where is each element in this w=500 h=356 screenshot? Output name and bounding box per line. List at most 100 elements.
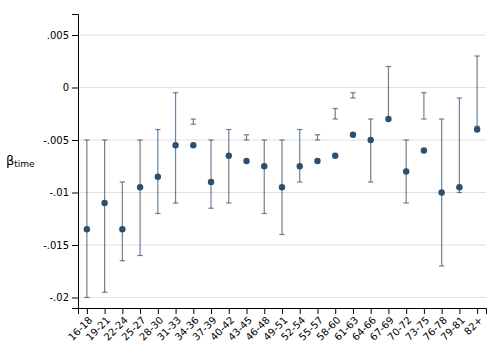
dot [367,137,373,143]
dot [403,168,409,174]
y-tick-label: -.015 [43,240,69,251]
dot [155,174,161,180]
dot [350,132,356,138]
x-tick-mark [229,308,230,314]
ci-cap-upper [350,92,355,93]
x-tick-mark [317,308,318,314]
ci-cap-upper [262,139,267,140]
dot [84,226,90,232]
dot [385,116,391,122]
ci-cap-lower [315,134,320,135]
ci-line [122,182,123,261]
ci-line [459,98,460,193]
dot [243,158,249,164]
ci-cap-lower [155,213,160,214]
ci-line [335,109,336,120]
ci-line [370,119,371,182]
ci-cap-lower [404,202,409,203]
ci-cap-lower [173,202,178,203]
dot [261,163,267,169]
x-tick-mark [459,308,460,314]
ci-cap-upper [155,129,160,130]
x-tick-mark [264,308,265,314]
dot [297,163,303,169]
dot [438,189,444,195]
y-axis-title-main: β [6,153,14,168]
y-tick: 0 [63,82,78,93]
ci-cap-lower [208,208,213,209]
y-tick-mark [72,35,78,36]
grid [78,35,486,298]
ci-cap-lower [439,265,444,266]
ci-cap-upper [191,118,196,119]
ci-line [264,140,265,214]
x-tick-mark [300,308,301,314]
chart-svg: .005 0 -.005 -.01 -.015 -.02 16-1819-2122-2425… [0,0,500,356]
y-axis-title: βtime [6,153,35,169]
ci-line [423,93,424,119]
y-tick-mark [72,298,78,299]
x-tick-mark [158,308,159,314]
x-tick-mark [335,308,336,314]
ci-cap-lower [279,234,284,235]
ci-cap-upper [297,129,302,130]
dot [208,179,214,185]
ci-cap-upper [244,139,249,140]
x-tick-mark [282,308,283,314]
x-tick-mark [211,308,212,314]
ci-cap-upper [333,108,338,109]
x-tick-mark [105,308,106,314]
y-tick-label: -.02 [49,292,69,303]
ci-cap-upper [208,139,213,140]
ci-cap-upper [102,139,107,140]
dot [314,158,320,164]
ci-line [388,67,389,120]
ci-line [477,56,478,126]
y-tick-label: -.005 [43,135,69,146]
ci-line [139,140,140,256]
y-tick-mark [72,140,78,141]
ci-cap-lower [120,260,125,261]
y-tick-label: -.01 [49,187,69,198]
grid-line [78,140,486,141]
ci-cap-lower [333,118,338,119]
dot [172,142,178,148]
y-tick: .005 [47,30,78,41]
x-tick: 79-81 [439,308,467,343]
ci-cap-lower [350,97,355,98]
y-tick: -.02 [49,292,78,303]
dot [421,147,427,153]
dot [137,184,143,190]
x-tick-mark [122,308,123,314]
grid-line [78,245,486,246]
dot [190,142,196,148]
ci-cap-upper [120,181,125,182]
dot [456,184,462,190]
y-axis-line [72,15,79,309]
y-tick-mark [72,88,78,89]
ci-cap-upper [457,97,462,98]
ci-cap-upper [226,129,231,130]
grid-line [78,297,486,298]
chart-container: .005 0 -.005 -.01 -.015 -.02 16-1819-2122-2425… [0,0,500,356]
x-tick-mark [442,308,443,314]
ci-cap-upper [404,139,409,140]
x-tick-mark [247,308,248,314]
x-axis: 16-1819-2122-2425-2728-3031-3334-3637-39… [66,308,486,343]
ci-cap-upper [421,92,426,93]
y-axis-title-sub: time [14,159,35,169]
x-tick-mark [406,308,407,314]
x-tick: 82+ [462,308,485,337]
ci-cap-upper [173,92,178,93]
ci-cap-upper [315,139,320,140]
x-tick-mark [477,308,478,314]
ci-cap-lower [421,118,426,119]
x-tick-mark [371,308,372,314]
y-tick: -.015 [43,240,78,251]
ci-cap-lower [244,134,249,135]
ci-cap-upper [368,118,373,119]
ci-cap-upper [474,55,479,56]
ci-cap-lower [368,181,373,182]
y-tick-label: 0 [63,82,69,93]
x-tick-mark [176,308,177,314]
